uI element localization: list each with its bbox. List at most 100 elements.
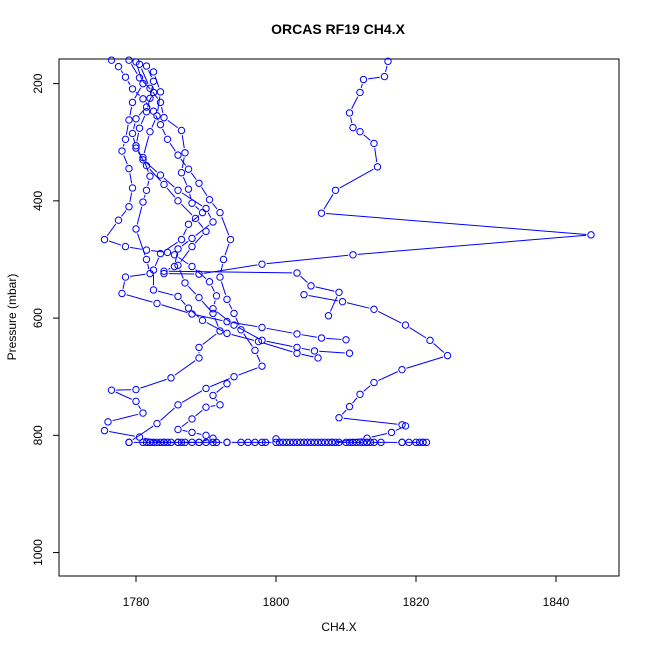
series-segment: [377, 310, 402, 324]
data-point: [139, 198, 147, 206]
series-segment: [162, 128, 166, 136]
data-point: [177, 235, 186, 244]
series-segment: [350, 117, 353, 124]
data-point: [146, 84, 154, 93]
series-segment: [346, 302, 370, 309]
data-point: [345, 349, 354, 357]
y-tick-label: 600: [31, 308, 45, 328]
data-point: [146, 127, 154, 136]
data-point: [132, 397, 140, 406]
data-point: [146, 269, 154, 278]
data-point: [132, 142, 140, 150]
series-segment: [136, 206, 143, 225]
data-point: [331, 438, 340, 447]
data-point: [230, 321, 238, 329]
data-point: [160, 438, 168, 447]
data-point: [244, 438, 252, 447]
series-segment: [137, 405, 142, 410]
data-point: [121, 273, 130, 281]
data-point: [251, 346, 259, 355]
series-segment: [378, 371, 398, 382]
series-segment: [183, 228, 187, 236]
series-segment: [181, 390, 203, 403]
data-point: [149, 77, 158, 85]
data-point: [258, 362, 266, 370]
data-point: [160, 113, 168, 122]
data-point: [160, 180, 168, 189]
series-segment: [360, 83, 363, 89]
series-segment: [130, 273, 146, 277]
data-point: [398, 421, 406, 429]
y-tick-label: 200: [31, 73, 45, 93]
data-point: [128, 85, 137, 93]
series-segment: [220, 263, 224, 273]
series-segment: [147, 263, 150, 270]
data-point: [202, 204, 210, 213]
series-segment: [163, 177, 175, 188]
data-point: [188, 428, 196, 437]
data-point: [345, 109, 354, 117]
data-point: [174, 151, 182, 159]
data-point: [184, 304, 193, 312]
series-segment: [308, 294, 338, 302]
data-point: [202, 431, 210, 440]
data-point: [135, 124, 144, 132]
series-segment: [140, 68, 149, 85]
data-point: [370, 438, 378, 447]
series-segment: [129, 192, 133, 203]
series-segment: [125, 124, 129, 135]
series-segment: [140, 115, 146, 125]
data-point: [405, 438, 413, 447]
data-point: [205, 195, 214, 204]
series-8: [308, 294, 445, 443]
series-segment: [166, 187, 176, 198]
data-point: [188, 262, 196, 271]
data-point: [177, 169, 186, 177]
series-segment: [237, 326, 259, 339]
data-point: [107, 56, 116, 64]
data-point: [135, 433, 144, 441]
data-point: [181, 279, 189, 287]
y-axis: 200 400 600 800 1000: [31, 73, 59, 566]
series-segment: [182, 176, 188, 186]
series-segment: [189, 193, 192, 199]
data-point: [121, 73, 130, 81]
data-point: [324, 312, 333, 320]
data-point: [415, 438, 424, 447]
series-segment: [127, 80, 131, 86]
series-segment: [385, 65, 388, 73]
data-point: [181, 438, 189, 447]
data-point: [282, 438, 291, 447]
series-segment: [406, 356, 444, 369]
data-point: [209, 218, 217, 226]
series-segment: [161, 106, 164, 114]
series-segment: [168, 270, 293, 274]
data-point: [359, 438, 368, 447]
series-segment: [224, 243, 230, 256]
data-point: [272, 438, 280, 447]
data-point: [223, 329, 231, 338]
x-tick-label: 1840: [543, 595, 570, 609]
data-point: [114, 216, 123, 224]
series-segment: [133, 123, 136, 129]
series-segment: [120, 70, 124, 74]
data-point: [188, 415, 196, 423]
data-point: [328, 438, 336, 447]
data-point: [370, 378, 378, 387]
series-segment: [211, 285, 215, 292]
data-point: [370, 305, 378, 313]
data-point: [314, 438, 322, 447]
data-point: [352, 438, 361, 447]
data-point: [202, 384, 210, 393]
data-point: [128, 184, 137, 192]
data-point: [160, 269, 168, 278]
series-segment: [201, 186, 208, 196]
data-point: [195, 270, 203, 278]
data-point: [251, 438, 259, 447]
series-7: [168, 65, 587, 275]
data-point: [293, 438, 301, 447]
data-point: [153, 112, 161, 120]
series-segment: [181, 192, 203, 207]
data-point: [310, 347, 319, 355]
data-point: [125, 116, 133, 124]
